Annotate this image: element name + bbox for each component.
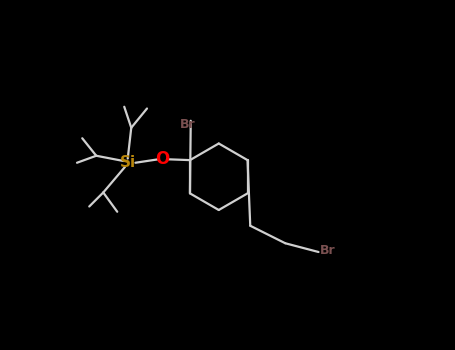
Text: Br: Br [179, 118, 195, 131]
Text: O: O [156, 150, 170, 168]
Text: Br: Br [319, 244, 335, 257]
Text: Si: Si [120, 155, 136, 170]
